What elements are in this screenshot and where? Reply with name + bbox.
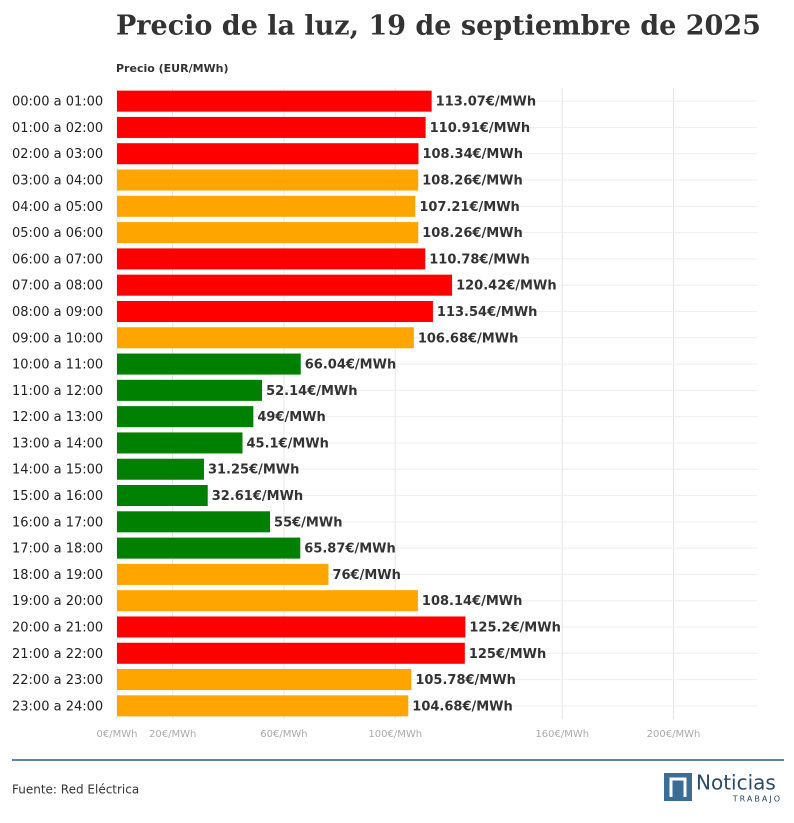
value-label: 105.78€/MWh [415,673,516,688]
y-tick-label: 16:00 a 17:00 [12,515,103,530]
value-label: 108.26€/MWh [422,174,523,189]
y-tick-label: 19:00 a 20:00 [12,594,103,609]
bar [117,353,301,375]
y-tick-label: 05:00 a 06:00 [12,226,103,241]
y-tick-label: 03:00 a 04:00 [12,174,103,189]
y-tick-label: 11:00 a 12:00 [12,384,103,399]
y-tick-label: 20:00 a 21:00 [12,620,103,635]
value-label: 52.14€/MWh [266,384,357,399]
y-tick-label: 17:00 a 18:00 [12,542,103,557]
value-label: 110.78€/MWh [429,252,530,267]
y-tick-label: 10:00 a 11:00 [12,358,103,373]
value-label: 108.34€/MWh [422,147,523,162]
logo: Noticias [696,771,776,795]
bar [117,90,432,112]
bar [117,563,329,585]
y-tick-label: 01:00 a 02:00 [12,121,103,136]
y-tick-label: 15:00 a 16:00 [12,489,103,504]
x-tick-label: 100€/MWh [368,729,422,740]
value-label: 125.2€/MWh [469,620,560,635]
value-label: 32.61€/MWh [212,489,303,504]
bar [117,669,412,691]
bar [117,222,419,244]
bar [117,169,419,191]
bar [117,616,466,638]
y-tick-label: 14:00 a 15:00 [12,463,103,478]
y-tick-label: 02:00 a 03:00 [12,147,103,162]
bar [117,511,271,533]
y-tick-label: 18:00 a 19:00 [12,568,103,583]
value-label: 107.21€/MWh [419,200,520,215]
value-label: 55€/MWh [274,515,342,530]
bar [117,195,416,217]
bar [117,458,204,480]
bar [117,379,263,401]
y-tick-label: 04:00 a 05:00 [12,200,103,215]
y-tick-label: 13:00 a 14:00 [12,436,103,451]
value-label: 106.68€/MWh [418,331,519,346]
source: Fuente: Red Eléctrica [12,783,139,797]
bar [117,537,301,559]
value-label: 66.04€/MWh [305,358,396,373]
value-label: 110.91€/MWh [430,121,531,136]
bar [117,695,409,717]
value-label: 120.42€/MWh [456,279,557,294]
y-tick-label: 00:00 a 01:00 [12,95,103,110]
y-tick-label: 23:00 a 24:00 [12,699,103,714]
x-tick-label: 160€/MWh [535,729,589,740]
value-label: 113.54€/MWh [437,305,538,320]
value-label: 49€/MWh [257,410,325,425]
chart-title: Precio de la luz, 19 de septiembre de 20… [116,11,761,42]
x-tick-label: 0€/MWh [97,729,138,740]
value-label: 76€/MWh [332,568,400,583]
bar [117,327,414,349]
bar [117,590,418,612]
value-label: 125€/MWh [469,647,546,662]
y-tick-label: 12:00 a 13:00 [12,410,103,425]
value-label: 108.26€/MWh [422,226,523,241]
x-tick-label: 20€/MWh [149,729,196,740]
value-label: 31.25€/MWh [208,463,299,478]
value-label: 108.14€/MWh [422,594,523,609]
bar [117,485,208,507]
bar [117,642,465,664]
y-tick-label: 21:00 a 22:00 [12,647,103,662]
y-tick-label: 09:00 a 10:00 [12,331,103,346]
value-label: 65.87€/MWh [304,542,395,557]
logo-icon [664,773,692,801]
bar [117,406,254,428]
value-label: 104.68€/MWh [412,699,512,714]
logo-sub: TRABAJO [732,795,782,804]
bar [117,248,426,270]
y-tick-label: 06:00 a 07:00 [12,252,103,267]
bar [117,432,243,454]
axis-label: Precio (EUR/MWh) [116,62,229,75]
value-label: 113.07€/MWh [436,95,537,110]
y-tick-label: 22:00 a 23:00 [12,673,103,688]
bar [117,300,433,322]
x-tick-label: 200€/MWh [647,729,701,740]
bar [117,116,426,138]
bar [117,274,453,296]
y-tick-label: 08:00 a 09:00 [12,305,103,320]
x-tick-label: 60€/MWh [260,729,307,740]
y-tick-label: 07:00 a 08:00 [12,279,103,294]
logo-glyph [669,777,687,797]
value-label: 45.1€/MWh [246,436,328,451]
bar [117,143,419,165]
